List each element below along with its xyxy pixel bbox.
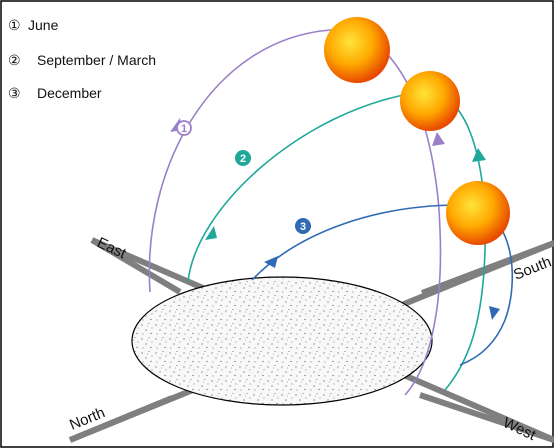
svg-text:December: December bbox=[37, 85, 102, 101]
svg-text:1: 1 bbox=[181, 123, 187, 135]
svg-text:①: ① bbox=[8, 17, 21, 33]
sun-equinox bbox=[400, 71, 460, 131]
june-arrow-down bbox=[432, 132, 445, 146]
svg-text:2: 2 bbox=[240, 153, 246, 165]
ground-disc bbox=[131, 276, 433, 406]
equinox-arrow-down bbox=[472, 148, 486, 162]
svg-text:3: 3 bbox=[300, 221, 306, 233]
north-axis-front bbox=[68, 395, 174, 443]
svg-text:②: ② bbox=[8, 52, 21, 68]
june-path bbox=[148, 29, 442, 396]
december-path-number: 3 bbox=[295, 218, 311, 234]
sun-june bbox=[324, 17, 390, 83]
west-axis-front bbox=[419, 392, 554, 443]
legend: ① June ② September / March ③ December bbox=[8, 17, 156, 101]
equinox-path-number: 2 bbox=[235, 150, 251, 166]
december-arrow-up bbox=[264, 256, 278, 268]
sun-december bbox=[446, 181, 510, 245]
legend-item-june: ① June bbox=[8, 17, 59, 33]
legend-item-december: ③ December bbox=[8, 85, 102, 101]
june-path-number: 1 bbox=[176, 120, 192, 136]
svg-text:③: ③ bbox=[8, 85, 21, 101]
equinox-arrow-up bbox=[205, 226, 217, 240]
south-axis-front bbox=[420, 240, 554, 296]
svg-text:June: June bbox=[28, 17, 59, 33]
legend-item-equinox: ② September / March bbox=[8, 52, 156, 68]
december-arrow-down bbox=[489, 306, 500, 320]
east-axis-front bbox=[90, 237, 182, 295]
svg-text:September / March: September / March bbox=[37, 52, 156, 68]
